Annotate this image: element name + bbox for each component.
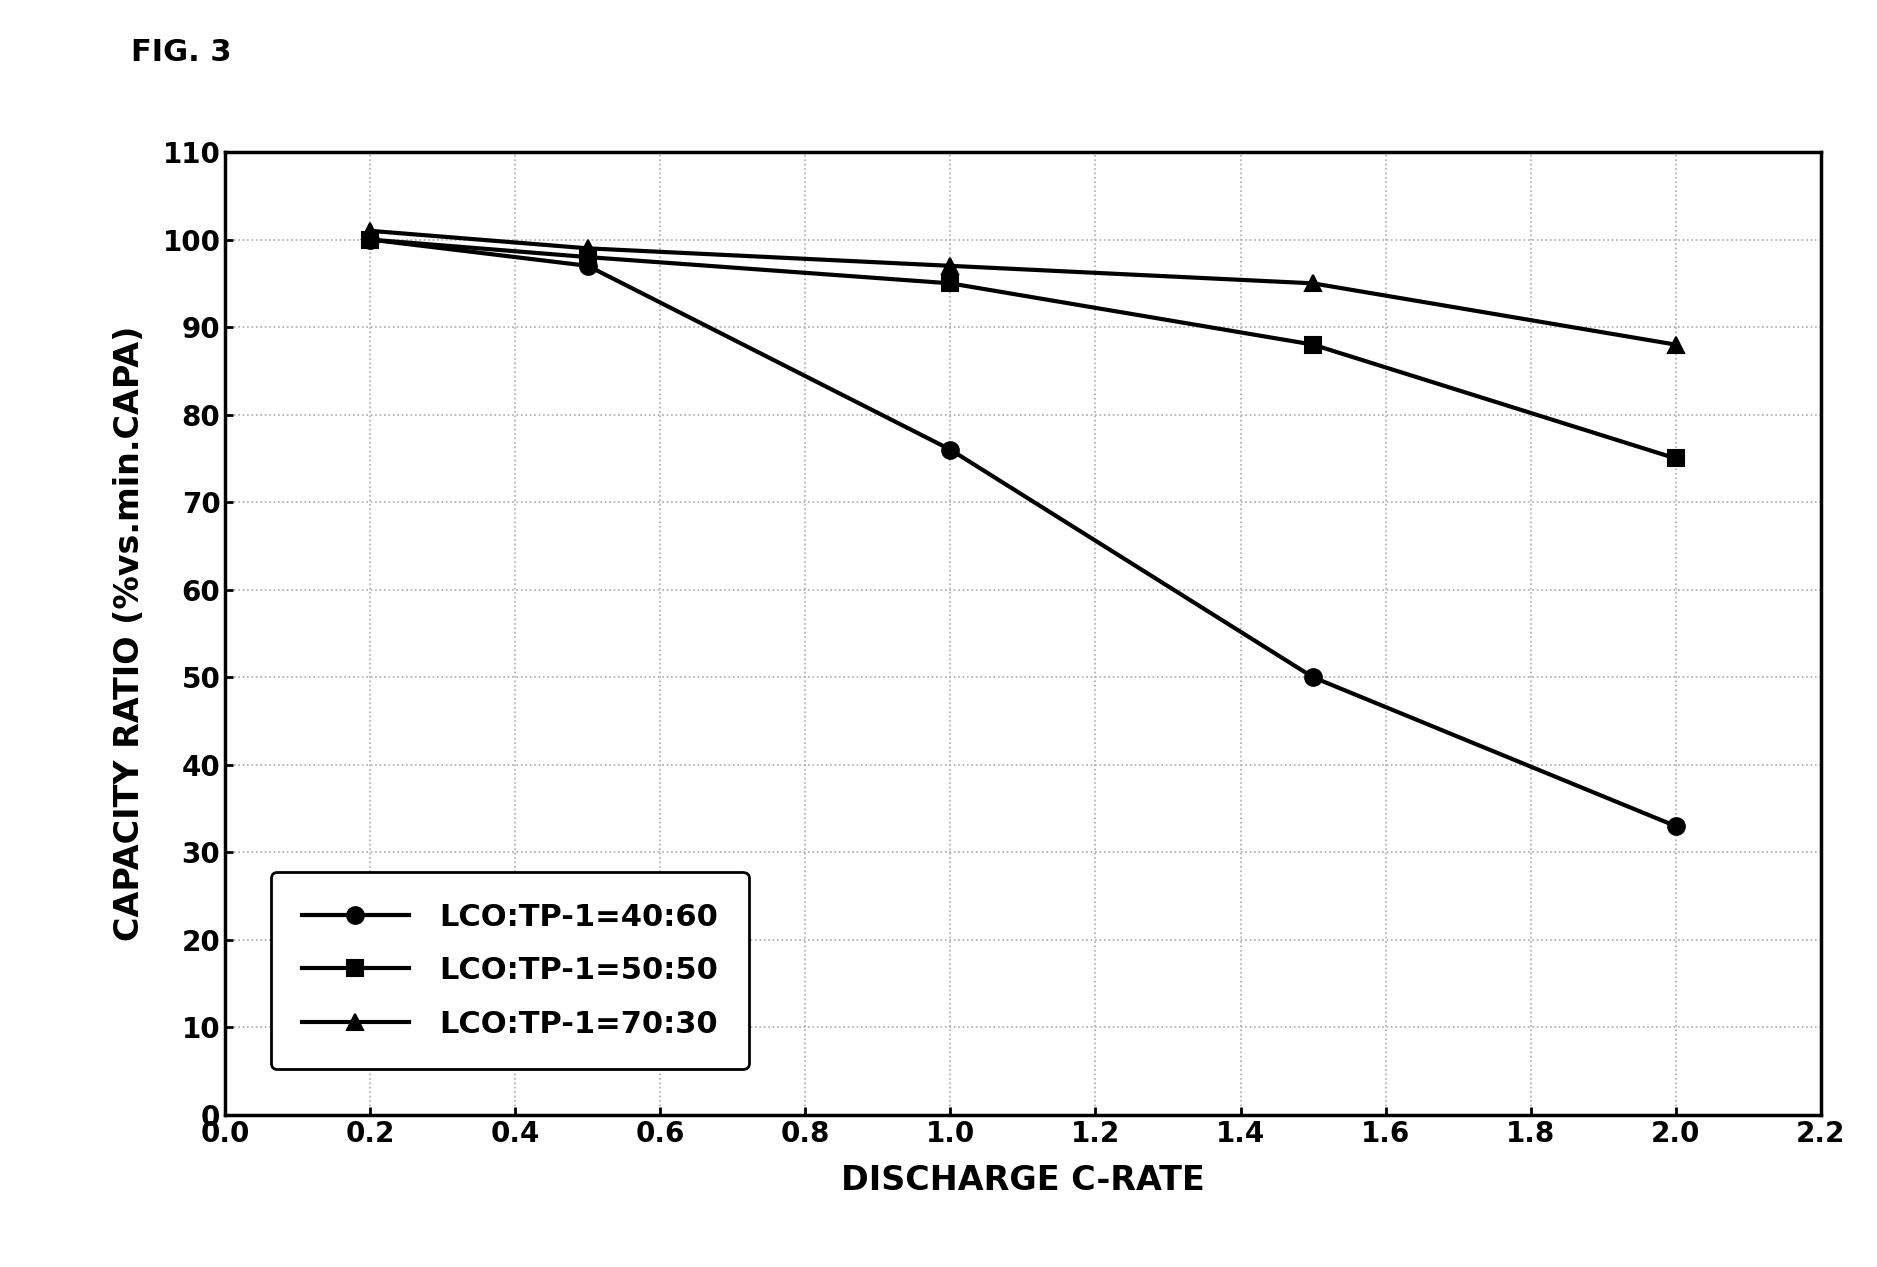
LCO:TP-1=50:50 bbox=[359, 232, 381, 247]
LCO:TP-1=50:50 bbox=[576, 250, 599, 265]
LCO:TP-1=70:30 bbox=[1665, 337, 1687, 352]
Legend: LCO:TP-1=40:60, LCO:TP-1=50:50, LCO:TP-1=70:30: LCO:TP-1=40:60, LCO:TP-1=50:50, LCO:TP-1… bbox=[270, 872, 749, 1069]
Y-axis label: CAPACITY RATIO (%vs.min.CAPA): CAPACITY RATIO (%vs.min.CAPA) bbox=[113, 326, 146, 941]
Text: FIG. 3: FIG. 3 bbox=[131, 38, 233, 67]
LCO:TP-1=50:50 bbox=[1665, 451, 1687, 466]
X-axis label: DISCHARGE C-RATE: DISCHARGE C-RATE bbox=[841, 1164, 1205, 1197]
Line: LCO:TP-1=70:30: LCO:TP-1=70:30 bbox=[362, 223, 1684, 353]
Line: LCO:TP-1=40:60: LCO:TP-1=40:60 bbox=[362, 232, 1684, 835]
LCO:TP-1=70:30 bbox=[576, 241, 599, 256]
LCO:TP-1=70:30 bbox=[359, 223, 381, 238]
LCO:TP-1=70:30 bbox=[1303, 276, 1325, 291]
LCO:TP-1=40:60 bbox=[576, 258, 599, 274]
LCO:TP-1=70:30 bbox=[938, 258, 961, 274]
LCO:TP-1=40:60 bbox=[1665, 818, 1687, 834]
LCO:TP-1=50:50 bbox=[1303, 337, 1325, 352]
Line: LCO:TP-1=50:50: LCO:TP-1=50:50 bbox=[362, 232, 1684, 466]
LCO:TP-1=40:60 bbox=[1303, 670, 1325, 685]
LCO:TP-1=40:60 bbox=[359, 232, 381, 247]
LCO:TP-1=50:50 bbox=[938, 276, 961, 291]
LCO:TP-1=40:60 bbox=[938, 442, 961, 457]
